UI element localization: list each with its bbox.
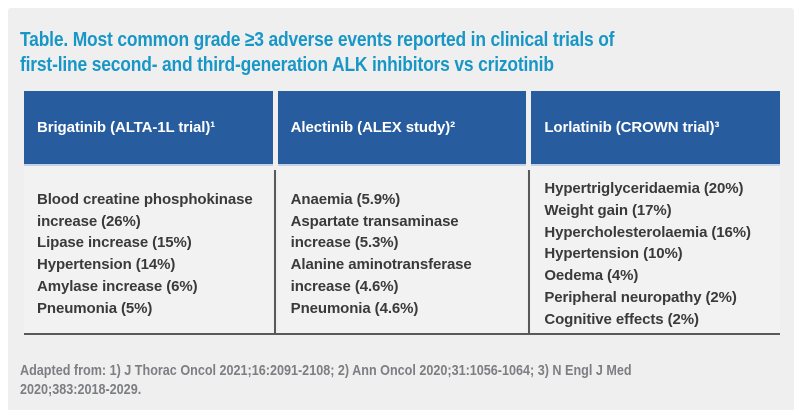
- references-line-2: 2020;383:2018-2029.: [20, 380, 142, 398]
- adverse-event-item: Pneumonia (4.6%): [290, 299, 419, 317]
- adverse-event-item: Oedema (4%): [544, 267, 639, 285]
- adverse-events-table: Brigatinib (ALTA-1L trial)¹ Alectinib (A…: [24, 91, 781, 335]
- adverse-event-item: Hypertriglyceridaemia (20%): [544, 180, 744, 197]
- cell-alectinib-events: Anaemia (5.9%) Aspartate transaminase inc…: [277, 166, 527, 333]
- adverse-event-item: Aspartate transaminase increase (5.3%): [290, 212, 459, 252]
- adverse-event-item: Cognitive effects (2%): [544, 310, 699, 328]
- adverse-event-item: Hypertension (14%): [37, 256, 176, 274]
- figure-title: Table. Most common grade ≥3 adverse even…: [20, 27, 794, 77]
- title-line-1: Table. Most common grade ≥3 adverse even…: [20, 28, 615, 51]
- cell-lorlatinib-events: Hypertriglyceridaemia (20%) Weight gain (…: [531, 166, 781, 333]
- adverse-event-item: Alanine aminotransferase increase (4.6%): [290, 256, 472, 296]
- adverse-event-item: Anaemia (5.9%): [290, 190, 401, 208]
- references-line-1: Adapted from: 1) J Thorac Oncol 2021;16:…: [20, 361, 632, 379]
- column-header-brigatinib: Brigatinib (ALTA-1L trial)¹: [24, 91, 273, 166]
- adverse-event-item: Hypercholesterolaemia (16%): [544, 223, 751, 241]
- adverse-event-item: Pneumonia (5%): [37, 299, 153, 317]
- adverse-event-item: Peripheral neuropathy (2%): [544, 288, 737, 306]
- adverse-event-item: Lipase increase (15%): [37, 234, 192, 252]
- column-divider: [528, 170, 530, 333]
- adverse-event-item: Weight gain (17%): [544, 201, 672, 219]
- figure-card: Table. Most common grade ≥3 adverse even…: [8, 8, 794, 410]
- column-header-alectinib: Alectinib (ALEX study)²: [277, 91, 527, 166]
- title-line-2: first-line second- and third-generation …: [20, 53, 554, 76]
- references: Adapted from: 1) J Thorac Oncol 2021;16:…: [20, 361, 794, 399]
- adverse-event-item: Hypertension (10%): [544, 245, 683, 263]
- cell-brigatinib-events: Blood creatine phosphokinase increase (2…: [24, 166, 273, 333]
- adverse-event-item: Blood creatine phosphokinase increase (2…: [37, 190, 253, 230]
- table-header-row: Brigatinib (ALTA-1L trial)¹ Alectinib (A…: [24, 91, 781, 166]
- column-header-lorlatinib: Lorlatinib (CROWN trial)³: [531, 91, 781, 166]
- column-divider: [274, 170, 276, 333]
- table-body-row: Blood creatine phosphokinase increase (2…: [24, 166, 781, 335]
- adverse-event-item: Amylase increase (6%): [37, 278, 198, 296]
